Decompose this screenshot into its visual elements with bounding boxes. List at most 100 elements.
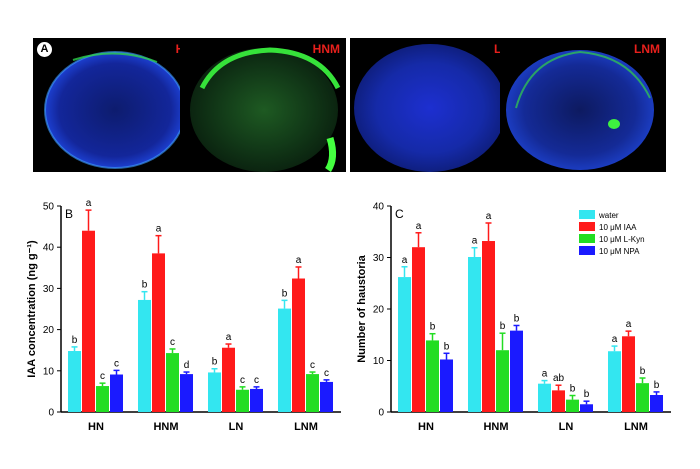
micrograph-ln: LN — [350, 38, 516, 172]
legend-swatch — [579, 210, 595, 219]
significance-letter: a — [626, 319, 632, 330]
bar — [636, 383, 649, 412]
significance-letter: b — [282, 288, 288, 299]
significance-letter: a — [416, 221, 422, 232]
bar — [306, 374, 319, 412]
significance-letter: b — [514, 313, 520, 324]
bar — [608, 351, 621, 412]
bar — [82, 230, 95, 412]
bar — [622, 336, 635, 412]
legend-label: 10 μM IAA — [599, 223, 637, 232]
bar — [650, 395, 663, 412]
legend-label: water — [598, 211, 619, 220]
bar — [236, 389, 249, 412]
legend-label: 10 μM NPA — [599, 247, 640, 256]
bar — [222, 347, 235, 412]
bar — [96, 386, 109, 412]
significance-letter: b — [72, 335, 78, 346]
category-label: LN — [559, 421, 574, 433]
significance-letter: b — [640, 366, 646, 377]
significance-letter: a — [86, 198, 92, 209]
bar — [482, 241, 495, 412]
category-label: LN — [229, 421, 244, 433]
y-tick-label: 40 — [43, 243, 55, 254]
significance-letter: c — [324, 368, 329, 379]
y-tick-label: 30 — [43, 284, 55, 295]
significance-letter: c — [240, 375, 245, 386]
significance-letter: a — [402, 255, 408, 266]
significance-letter: c — [170, 337, 175, 348]
micrograph-lnm: LNM — [500, 38, 666, 172]
bar — [166, 353, 179, 412]
y-tick-label: 0 — [48, 408, 54, 419]
significance-letter: b — [570, 384, 576, 395]
micrograph-hnm: HNM — [180, 38, 346, 172]
bar — [292, 278, 305, 412]
category-label: HNM — [483, 421, 508, 433]
significance-letter: d — [184, 360, 190, 371]
legend-label: 10 μM L-Kyn — [599, 235, 645, 244]
chart-b-iaa-concentration: 0 10 20 30 40 50 IAA concentration (ng g⁻¹) Bb a… — [26, 198, 341, 433]
bar — [208, 372, 221, 412]
micrograph-hnm-image — [190, 47, 341, 172]
significance-letter: c — [100, 371, 105, 382]
micrograph-ln-image — [354, 44, 506, 172]
y-tick-label: 0 — [378, 408, 384, 419]
significance-letter: a — [542, 369, 548, 380]
significance-letter: b — [654, 380, 660, 391]
bar — [68, 351, 81, 412]
bar — [152, 253, 165, 412]
significance-letter: b — [500, 321, 506, 332]
y-tick-label: 20 — [43, 325, 55, 336]
bar — [412, 247, 425, 412]
significance-letter: a — [156, 224, 162, 235]
panel-a-letter: A — [37, 42, 52, 57]
category-label: HN — [88, 421, 104, 433]
significance-letter: a — [486, 211, 492, 222]
legend-swatch — [579, 246, 595, 255]
y-axis-label: Number of haustoria — [356, 254, 368, 362]
significance-letter: b — [430, 322, 436, 333]
micrograph-lnm-label: LNM — [634, 42, 660, 56]
bar — [496, 350, 509, 412]
micrograph-hnm-label: HNM — [312, 42, 340, 56]
y-tick-label: 10 — [373, 356, 385, 367]
bar — [552, 390, 565, 412]
category-label: LNM — [294, 421, 318, 433]
significance-letter: a — [296, 255, 302, 266]
significance-letter: a — [226, 332, 232, 343]
bar — [510, 330, 523, 412]
significance-letter: b — [142, 280, 148, 291]
bar — [180, 374, 193, 412]
significance-letter: a — [472, 236, 478, 247]
y-tick-label: 20 — [373, 305, 385, 316]
significance-letter: c — [254, 375, 259, 386]
significance-letter: c — [114, 358, 119, 369]
significance-letter: b — [584, 389, 590, 400]
panel-letter: C — [395, 207, 404, 221]
micrograph-lnm-image — [506, 50, 654, 170]
bar — [538, 383, 551, 412]
y-tick-label: 30 — [373, 253, 385, 264]
significance-letter: b — [212, 357, 218, 368]
significance-letter: c — [310, 360, 315, 371]
category-label: HN — [418, 421, 434, 433]
category-label: LNM — [624, 421, 648, 433]
bar — [320, 381, 333, 412]
panel-letter: B — [65, 207, 73, 221]
bar — [566, 399, 579, 412]
bar — [110, 374, 123, 412]
bar — [468, 256, 481, 412]
bar — [278, 308, 291, 412]
bar — [138, 299, 151, 412]
significance-letter: a — [612, 334, 618, 345]
bar — [250, 388, 263, 412]
bar — [398, 277, 411, 412]
micrograph-hn-image — [44, 51, 186, 169]
significance-letter: b — [444, 341, 450, 352]
legend-swatch — [579, 222, 595, 231]
bar — [426, 340, 439, 412]
micrograph-hn: A HN — [33, 38, 199, 172]
bar — [580, 404, 593, 412]
